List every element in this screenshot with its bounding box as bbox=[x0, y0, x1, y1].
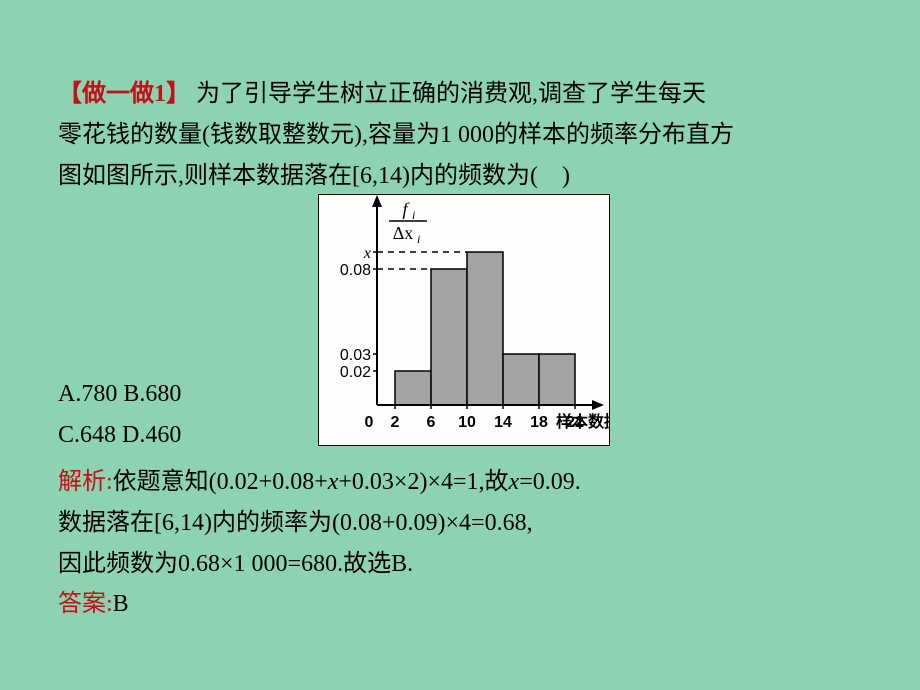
question-text-3-pre: 图如图所示,则样本数据落在[6,14)内的频数为( bbox=[58, 163, 538, 189]
svg-text:18: 18 bbox=[530, 414, 548, 431]
options-block: A.780 B.680 C.648 D.460 bbox=[58, 374, 318, 456]
svg-text:i: i bbox=[417, 232, 420, 246]
answer-label: 答案: bbox=[58, 591, 113, 617]
option-d: D.460 bbox=[122, 415, 181, 456]
solution-line1-post: =0.09. bbox=[519, 469, 581, 495]
histogram-chart: fiΔxix0.080.030.0202610141822样本数据 bbox=[318, 194, 610, 446]
svg-text:2: 2 bbox=[391, 414, 400, 431]
chart-svg: fiΔxix0.080.030.0202610141822样本数据 bbox=[319, 195, 609, 445]
svg-text:10: 10 bbox=[458, 414, 476, 431]
solution-line1-pre: 依题意知(0.02+0.08+ bbox=[113, 469, 328, 495]
answer-value: B bbox=[113, 591, 129, 617]
question-text-1: 为了引导学生树立正确的消费观,调查了学生每天 bbox=[196, 81, 706, 107]
option-b: B.680 bbox=[123, 374, 181, 415]
option-c: C.648 bbox=[58, 415, 116, 456]
solution-line2: 数据落在[6,14)内的频率为(0.08+0.09)×4=0.68, bbox=[58, 510, 533, 536]
question-text-3-post: ) bbox=[562, 163, 570, 189]
svg-text:Δx: Δx bbox=[393, 223, 414, 243]
svg-text:0: 0 bbox=[365, 414, 374, 431]
solution-label: 解析: bbox=[58, 469, 113, 495]
svg-text:14: 14 bbox=[494, 414, 512, 431]
svg-text:0.08: 0.08 bbox=[340, 262, 371, 279]
question-label: 【做一做1】 bbox=[58, 81, 190, 107]
svg-text:样本数据: 样本数据 bbox=[556, 412, 609, 431]
svg-text:6: 6 bbox=[427, 414, 436, 431]
question-text-2: 零花钱的数量(钱数取整数元),容量为1 000的样本的频率分布直方 bbox=[58, 122, 734, 148]
svg-text:f: f bbox=[402, 199, 410, 219]
solution-x1: x bbox=[328, 469, 339, 495]
solution-block: 解析:依题意知(0.02+0.08+x+0.03×2)×4=1,故x=0.09.… bbox=[58, 462, 862, 625]
page-root: 【做一做1】 为了引导学生树立正确的消费观,调查了学生每天 零花钱的数量(钱数取… bbox=[0, 0, 920, 625]
option-a: A.780 bbox=[58, 374, 117, 415]
svg-text:i: i bbox=[412, 208, 415, 222]
svg-text:x: x bbox=[363, 245, 371, 262]
question-block: 【做一做1】 为了引导学生树立正确的消费观,调查了学生每天 零花钱的数量(钱数取… bbox=[58, 74, 862, 196]
solution-line1-mid: +0.03×2)×4=1,故 bbox=[338, 469, 508, 495]
svg-text:0.03: 0.03 bbox=[340, 347, 371, 364]
solution-line3: 因此频数为0.68×1 000=680.故选B. bbox=[58, 551, 413, 577]
solution-x2: x bbox=[509, 469, 520, 495]
svg-text:0.02: 0.02 bbox=[340, 364, 371, 381]
